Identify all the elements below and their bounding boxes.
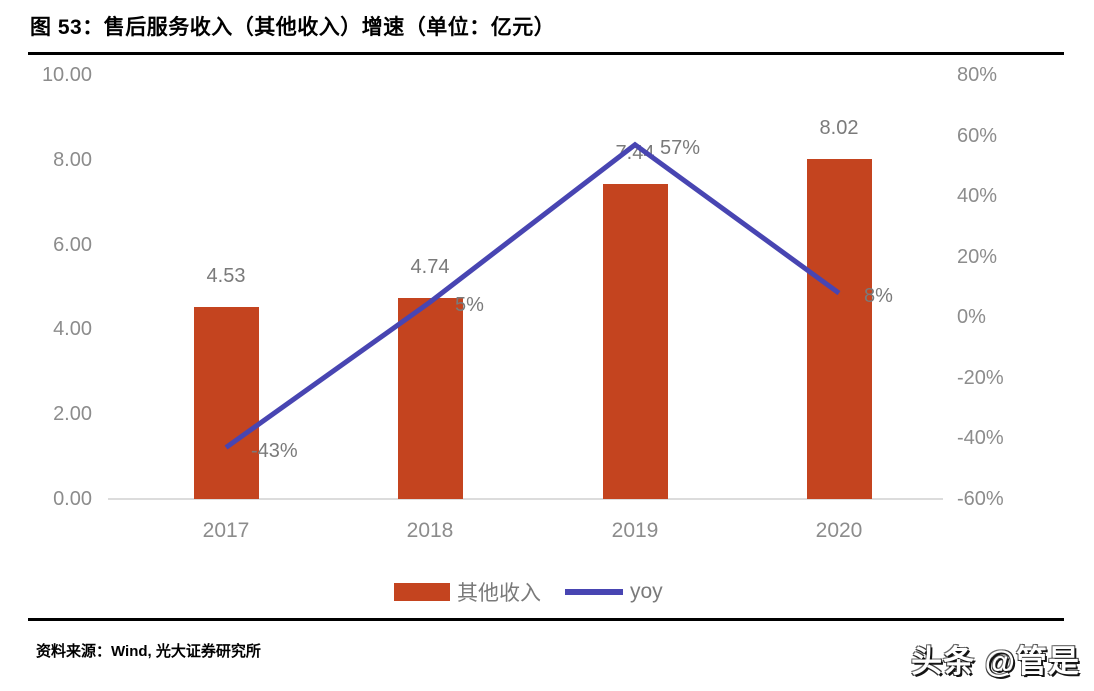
x-axis-label: 2019	[611, 519, 659, 542]
x-axis-label: 2020	[815, 519, 863, 542]
right-axis-tick: -20%	[957, 366, 1004, 389]
right-axis-tick: 20%	[957, 245, 998, 268]
bar-data-label: 8.02	[819, 116, 859, 139]
watermark: 头条 @管是	[911, 644, 1080, 679]
line-data-label: -43%	[251, 439, 298, 462]
left-axis-tick: 4.00	[53, 318, 92, 341]
right-axis-tick: 40%	[957, 185, 998, 208]
left-axis-tick: 8.00	[53, 148, 92, 171]
title-divider	[28, 52, 1064, 55]
footer-divider	[28, 618, 1064, 621]
right-axis-tick: 60%	[957, 124, 998, 147]
bar-data-label: 7.44	[615, 141, 655, 164]
right-axis-tick: 0%	[957, 306, 986, 329]
right-axis-tick: -60%	[957, 488, 1004, 510]
legend-item-bar-series: 其他收入	[394, 577, 541, 607]
bar-2018	[397, 298, 463, 499]
left-axis-tick: 6.00	[53, 233, 92, 256]
source-note: 资料来源：Wind, 光大证券研究所	[36, 643, 261, 660]
right-axis-tick: -40%	[957, 427, 1004, 450]
x-axis-baseline	[108, 498, 943, 500]
chart-title: 图 53：售后服务收入（其他收入）增速（单位：亿元）	[30, 16, 556, 39]
bar-2017	[193, 306, 259, 499]
legend-item-line-series: yoy	[565, 580, 663, 604]
x-axis-label: 2017	[202, 519, 250, 542]
bar-swatch-icon	[394, 583, 450, 601]
chart-legend: 其他收入 yoy	[394, 577, 663, 607]
right-axis-tick: 80%	[957, 64, 998, 86]
line-data-label: 57%	[660, 136, 701, 159]
line-data-label: 8%	[864, 285, 893, 308]
x-axis-label: 2018	[406, 519, 454, 542]
bar-2020	[806, 158, 872, 499]
bar-2019	[602, 183, 668, 499]
line-swatch-icon	[565, 589, 623, 595]
left-axis-tick: 10.00	[41, 64, 92, 86]
line-data-label: 5%	[455, 294, 484, 317]
bar-data-label: 4.53	[206, 264, 246, 287]
legend-label: yoy	[630, 580, 663, 603]
left-axis-tick: 0.00	[53, 488, 92, 510]
legend-label: 其他收入	[457, 582, 541, 605]
left-axis-tick: 2.00	[53, 403, 92, 426]
bar-data-label: 4.74	[410, 256, 450, 279]
